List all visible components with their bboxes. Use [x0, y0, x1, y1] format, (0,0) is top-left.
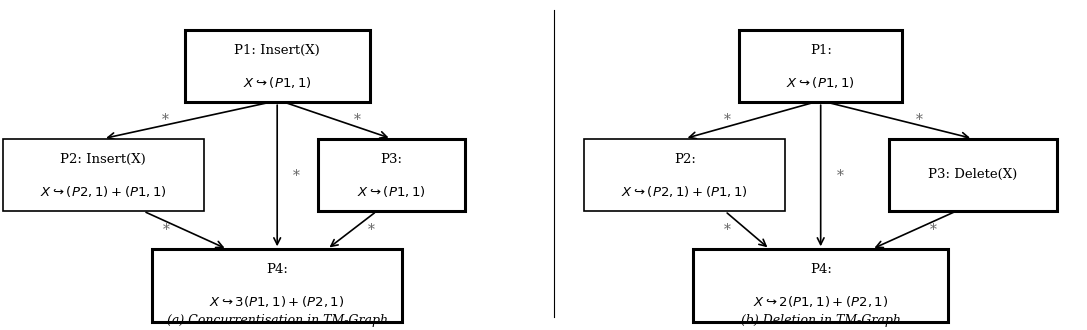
Text: P3: Delete(X): P3: Delete(X)	[928, 168, 1017, 182]
FancyBboxPatch shape	[694, 249, 948, 322]
Text: *: *	[293, 169, 300, 183]
FancyBboxPatch shape	[152, 249, 402, 322]
FancyBboxPatch shape	[585, 139, 785, 211]
FancyBboxPatch shape	[317, 139, 465, 211]
Text: P4:: P4:	[810, 263, 832, 276]
Text: *: *	[916, 114, 923, 127]
Text: *: *	[162, 223, 170, 237]
Text: P3:: P3:	[380, 152, 402, 166]
Text: *: *	[724, 114, 732, 127]
Text: $X \hookrightarrow (P1, 1)$: $X \hookrightarrow (P1, 1)$	[357, 184, 426, 199]
FancyBboxPatch shape	[185, 30, 370, 102]
Text: $X \hookrightarrow (P1, 1)$: $X \hookrightarrow (P1, 1)$	[242, 75, 312, 90]
Text: $X \hookrightarrow 3(P1, 1) + (P2, 1)$: $X \hookrightarrow 3(P1, 1) + (P2, 1)$	[210, 294, 345, 310]
Text: *: *	[368, 223, 375, 237]
Text: $X \hookrightarrow (P2, 1) + (P1, 1)$: $X \hookrightarrow (P2, 1) + (P1, 1)$	[622, 184, 748, 199]
Text: P1: Insert(X): P1: Insert(X)	[235, 44, 320, 57]
Text: P4:: P4:	[266, 263, 288, 276]
Text: *: *	[837, 169, 844, 183]
Text: *: *	[354, 114, 361, 127]
Text: P2:: P2:	[674, 152, 696, 166]
FancyBboxPatch shape	[3, 139, 204, 211]
Text: *: *	[724, 223, 732, 237]
Text: $X \hookrightarrow (P2, 1) + (P1, 1)$: $X \hookrightarrow (P2, 1) + (P1, 1)$	[40, 184, 166, 199]
Text: $X \hookrightarrow (P1, 1)$: $X \hookrightarrow (P1, 1)$	[786, 75, 855, 90]
FancyBboxPatch shape	[739, 30, 902, 102]
Text: P1:: P1:	[810, 44, 832, 57]
Text: $X \hookrightarrow 2(P1, 1) + (P2, 1)$: $X \hookrightarrow 2(P1, 1) + (P2, 1)$	[753, 294, 888, 310]
Text: P2: Insert(X): P2: Insert(X)	[61, 152, 146, 166]
Text: *: *	[161, 114, 168, 127]
Text: *: *	[930, 223, 937, 237]
Text: (a) Concurrentisation in TM-Graph: (a) Concurrentisation in TM-Graph	[166, 314, 388, 327]
FancyBboxPatch shape	[889, 139, 1057, 211]
Text: (b) Deletion in TM-Graph: (b) Deletion in TM-Graph	[740, 314, 901, 327]
